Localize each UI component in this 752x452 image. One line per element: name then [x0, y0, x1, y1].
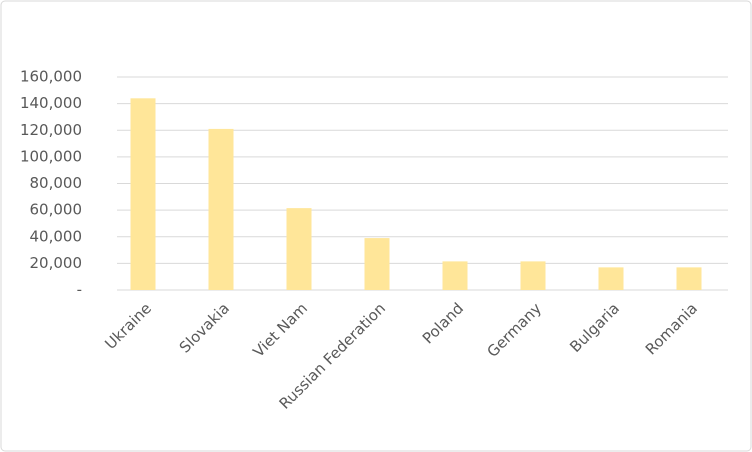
y-tick-label: 60,000: [30, 201, 83, 219]
y-tick-label: 40,000: [30, 227, 83, 245]
bar: [208, 128, 234, 290]
y-tick-label: 20,000: [30, 254, 83, 272]
y-tick-label: 140,000: [20, 94, 82, 112]
bar: [364, 238, 390, 290]
bar: [676, 267, 702, 290]
y-tick-label: 100,000: [20, 147, 82, 165]
bar: [598, 267, 624, 290]
y-tick-label: 80,000: [30, 174, 83, 192]
y-tick-label: 160,000: [20, 68, 82, 86]
bar: [130, 98, 156, 290]
y-tick-label: 120,000: [20, 121, 82, 139]
y-tick-label: -: [77, 281, 82, 299]
bar: [520, 261, 546, 290]
bar: [286, 208, 312, 290]
bar: [442, 261, 468, 290]
